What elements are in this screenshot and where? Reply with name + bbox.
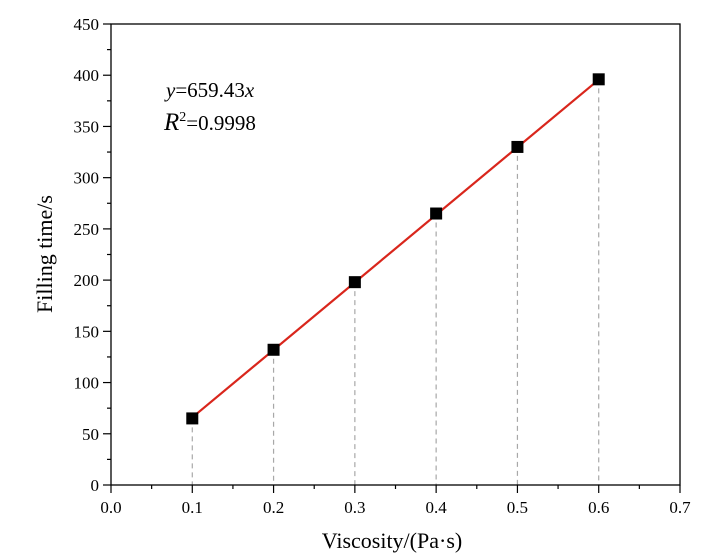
y-tick-label: 100 [74,374,100,393]
y-tick-label: 300 [74,169,100,188]
r-squared-sup: 2 [179,110,186,125]
data-point-marker [267,343,280,356]
y-tick-labels: 0 50 100 150 200 250 300 350 400 450 [74,15,100,495]
data-point-marker [348,276,361,289]
x-axis-title: Viscosity/(Pa·s) [322,528,462,553]
y-tick-label: 450 [74,15,100,34]
y-tick-label: 50 [82,425,99,444]
data-point-marker [186,412,199,425]
x-tick-label: 0.4 [426,498,448,517]
x-tick-label: 0.3 [344,498,365,517]
y-axis-title: Filling time/s [32,195,57,313]
x-tick-label: 0.6 [588,498,609,517]
x-tick-label: 0.5 [507,498,528,517]
axis-ticks [103,23,681,493]
r-squared-value: =0.9998 [186,111,256,135]
y-tick-label: 400 [74,66,100,85]
y-tick-label: 150 [74,322,100,341]
fit-equation: y=659.43x [164,78,255,102]
equation-rest: =659.43 [175,78,245,102]
r-squared-label: R2=0.9998 [163,109,256,136]
x-tick-label: 0.7 [669,498,691,517]
x-tick-label: 0.0 [100,498,121,517]
x-tick-label: 0.1 [182,498,203,517]
data-point-marker [592,73,605,86]
x-tick-label: 0.2 [263,498,284,517]
fit-line [191,78,600,419]
data-points [186,73,605,425]
y-tick-label: 250 [74,220,100,239]
equation-y-var: y [164,78,176,102]
r-squared-var: R [163,109,179,136]
y-tick-label: 0 [91,476,100,495]
data-point-marker [511,140,524,153]
x-tick-labels: 0.0 0.1 0.2 0.3 0.4 0.5 0.6 0.7 [100,498,691,517]
drop-lines [191,79,600,485]
data-point-marker [430,207,443,220]
y-tick-label: 350 [74,117,100,136]
y-tick-label: 200 [74,271,100,290]
equation-x-var: x [244,78,255,102]
fit-line-group [191,78,600,419]
